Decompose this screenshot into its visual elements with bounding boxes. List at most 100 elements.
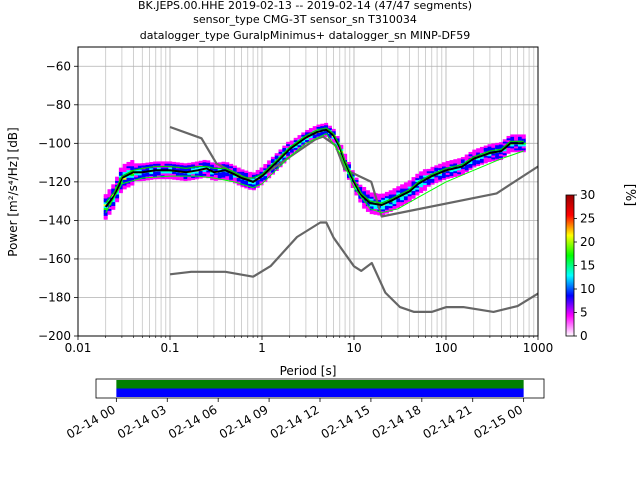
density-cell: [236, 182, 241, 186]
density-cell: [320, 131, 325, 134]
density-cell: [434, 180, 439, 184]
density-cell: [164, 167, 169, 170]
title-line-1: BK.JEPS.00.HHE 2019-02-13 -- 2019-02-14 …: [138, 0, 472, 12]
density-cell: [172, 167, 177, 171]
density-cell: [267, 162, 272, 165]
density-cell: [434, 165, 439, 168]
density-cell: [137, 165, 142, 168]
density-cell: [213, 168, 218, 172]
density-cell: [210, 173, 215, 177]
x-tick-label: 0.01: [65, 341, 92, 355]
series-line-high-noise-model: [169, 125, 539, 218]
density-cell: [229, 175, 234, 178]
density-cell: [103, 194, 108, 197]
density-cell: [441, 164, 446, 167]
density-cell: [362, 186, 367, 190]
density-cell: [384, 191, 389, 195]
timeline-tick-label: 02-14 03: [115, 402, 169, 441]
density-cell: [381, 212, 386, 216]
density-cell: [221, 161, 226, 165]
density-cell: [400, 201, 405, 205]
density-cell: [248, 181, 253, 184]
density-cell: [286, 153, 291, 156]
density-cell: [438, 167, 443, 171]
density-cell: [517, 144, 522, 147]
density-cell: [449, 169, 454, 173]
density-cell: [240, 180, 245, 184]
density-cell: [335, 136, 340, 139]
density-cell: [259, 169, 264, 172]
density-cell: [217, 173, 222, 177]
density-cell: [301, 132, 306, 135]
density-cell: [187, 178, 192, 181]
density-cell: [206, 171, 211, 175]
density-cell: [172, 171, 177, 174]
density-cell: [103, 203, 108, 207]
density-cell: [358, 196, 363, 199]
density-cell: [103, 198, 108, 201]
density-cell: [251, 187, 256, 191]
density-cell: [510, 136, 515, 139]
density-cell: [335, 137, 340, 141]
density-cell: [221, 175, 226, 178]
y-tick-label: −180: [38, 290, 71, 304]
density-cell: [430, 180, 435, 183]
density-cell: [373, 210, 378, 213]
density-cell: [111, 184, 116, 187]
density-cell: [510, 138, 515, 141]
density-cell: [350, 174, 355, 177]
x-tick-label: 10: [346, 341, 361, 355]
density-cell: [259, 171, 264, 174]
density-cell: [415, 175, 420, 179]
density-cell: [407, 180, 412, 183]
density-cell: [198, 170, 203, 173]
density-cell: [156, 171, 161, 174]
density-cell: [445, 176, 450, 179]
density-cell: [126, 165, 131, 169]
density-cell: [460, 160, 465, 164]
density-cell: [400, 197, 405, 201]
density-cell: [130, 167, 135, 171]
density-cell: [392, 194, 397, 197]
density-cell: [498, 155, 503, 159]
density-cell: [521, 134, 526, 137]
density-cell: [134, 176, 139, 180]
density-cell: [202, 173, 207, 176]
density-cell: [251, 178, 256, 181]
density-cell: [438, 175, 443, 178]
density-cell: [255, 171, 260, 175]
series-line-low-noise-model: [169, 221, 539, 313]
density-cell: [198, 164, 203, 168]
density-cell: [172, 173, 177, 176]
density-cell: [392, 205, 397, 208]
density-cell: [514, 147, 519, 151]
density-cell: [487, 153, 492, 157]
density-cell: [392, 192, 397, 195]
density-cell: [441, 175, 446, 179]
density-cell: [229, 165, 234, 169]
density-cell: [134, 163, 139, 166]
density-cell: [286, 155, 291, 158]
density-cell: [194, 167, 199, 170]
density-cell: [126, 161, 131, 165]
density-cell: [419, 182, 424, 186]
density-cell: [479, 148, 484, 152]
density-cell: [198, 172, 203, 175]
density-cell: [487, 144, 492, 147]
density-cell: [438, 163, 443, 167]
density-cell: [400, 199, 405, 203]
density-cell: [202, 171, 207, 174]
density-cell: [457, 167, 462, 171]
density-cell: [445, 160, 450, 164]
density-cell: [248, 171, 253, 175]
density-cell: [240, 179, 245, 182]
density-cell: [483, 155, 488, 158]
density-cell: [118, 190, 123, 194]
colorbar-tick-label: 10: [580, 282, 595, 296]
density-cell: [175, 171, 180, 175]
density-cell: [118, 169, 123, 172]
density-cell: [115, 178, 120, 182]
density-cell: [267, 173, 272, 177]
density-cell: [362, 206, 367, 209]
density-cell: [232, 179, 237, 182]
